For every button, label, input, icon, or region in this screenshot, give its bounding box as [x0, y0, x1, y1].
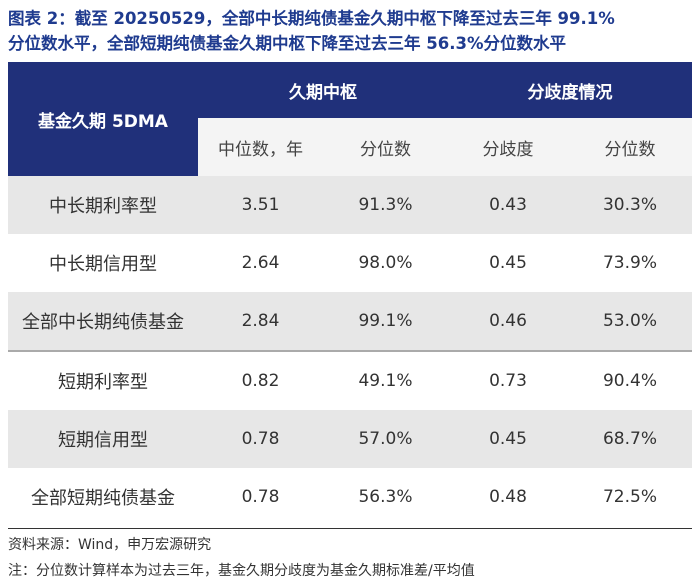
cell-percentile: 57.0%: [323, 410, 448, 468]
cell-median: 2.64: [241, 253, 280, 273]
table-row: 全部中长期纯债基金 2.84 99.1% 0.46 53.0%: [8, 292, 692, 352]
subheader-median: 中位数，年: [198, 118, 323, 176]
table-row: 中长期信用型 2.64 98.0% 0.45 73.9%: [8, 234, 692, 292]
figure-title: 图表 2：截至 20250529，全部中长期纯债基金久期中枢下降至过去三年 99…: [8, 6, 698, 56]
cell-median: 3.51: [198, 176, 323, 234]
row-label: 中长期信用型: [49, 254, 157, 275]
cell-divergence: 0.46: [448, 292, 568, 352]
duration-table: 基金久期 5DMA 久期中枢 分歧度情况 中位数，年 分位数 分歧度 分位数 中…: [8, 62, 692, 526]
table-row: 短期利率型 0.82 49.1% 0.73 90.4%: [8, 351, 692, 410]
row-header-cell: 基金久期 5DMA: [8, 62, 198, 176]
row-label: 全部中长期纯债基金: [8, 292, 198, 352]
subheader-divergence: 分歧度: [448, 118, 568, 176]
cell-median: 0.82: [241, 371, 280, 391]
cell-percentile: 98.0%: [358, 253, 413, 273]
cell-percentile: 56.3%: [358, 487, 413, 507]
cell-divergence: 0.48: [489, 487, 527, 507]
table-row: 短期信用型 0.78 57.0% 0.45 68.7%: [8, 410, 692, 468]
cell-divergence-percentile: 30.3%: [568, 176, 692, 234]
figure-title-line-1: 图表 2：截至 20250529，全部中长期纯债基金久期中枢下降至过去三年 99…: [8, 9, 615, 28]
row-label: 短期信用型: [8, 410, 198, 468]
cell-median: 2.84: [198, 292, 323, 352]
group-header-divergence: 分歧度情况: [448, 62, 692, 118]
row-label: 全部短期纯债基金: [31, 488, 175, 509]
cell-divergence: 0.45: [489, 253, 527, 273]
subheader-divergence-percentile: 分位数: [568, 118, 692, 176]
cell-divergence-percentile: 72.5%: [602, 487, 657, 507]
cell-percentile: 91.3%: [323, 176, 448, 234]
cell-percentile: 49.1%: [358, 371, 413, 391]
table-row: 中长期利率型 3.51 91.3% 0.43 30.3%: [8, 176, 692, 234]
row-label: 短期利率型: [58, 372, 148, 393]
method-note: 注：分位数计算样本为过去三年，基金久期分歧度为基金久期标准差/平均值: [8, 563, 475, 579]
source-note: 资料来源：Wind，申万宏源研究: [8, 537, 212, 553]
cell-divergence: 0.73: [489, 371, 527, 391]
cell-divergence-percentile: 68.7%: [568, 410, 692, 468]
table-row: 全部短期纯债基金 0.78 56.3% 0.48 72.5%: [8, 468, 692, 526]
cell-median: 0.78: [198, 410, 323, 468]
table-subheader-row: 中位数，年 分位数 分歧度 分位数: [8, 118, 692, 176]
figure-title-line-2: 分位数水平，全部短期纯债基金久期中枢下降至过去三年 56.3%分位数水平: [8, 34, 566, 53]
cell-percentile: 99.1%: [323, 292, 448, 352]
cell-median: 0.78: [241, 487, 280, 507]
cell-divergence-percentile: 90.4%: [602, 371, 657, 391]
row-label: 中长期利率型: [8, 176, 198, 234]
footer-divider: [8, 528, 692, 529]
subheader-percentile: 分位数: [323, 118, 448, 176]
group-header-duration-center: 久期中枢: [198, 62, 448, 118]
cell-divergence-percentile: 53.0%: [568, 292, 692, 352]
cell-divergence: 0.43: [448, 176, 568, 234]
table-header-row: 基金久期 5DMA 久期中枢 分歧度情况: [8, 62, 692, 176]
cell-divergence-percentile: 73.9%: [602, 253, 657, 273]
cell-divergence: 0.45: [448, 410, 568, 468]
